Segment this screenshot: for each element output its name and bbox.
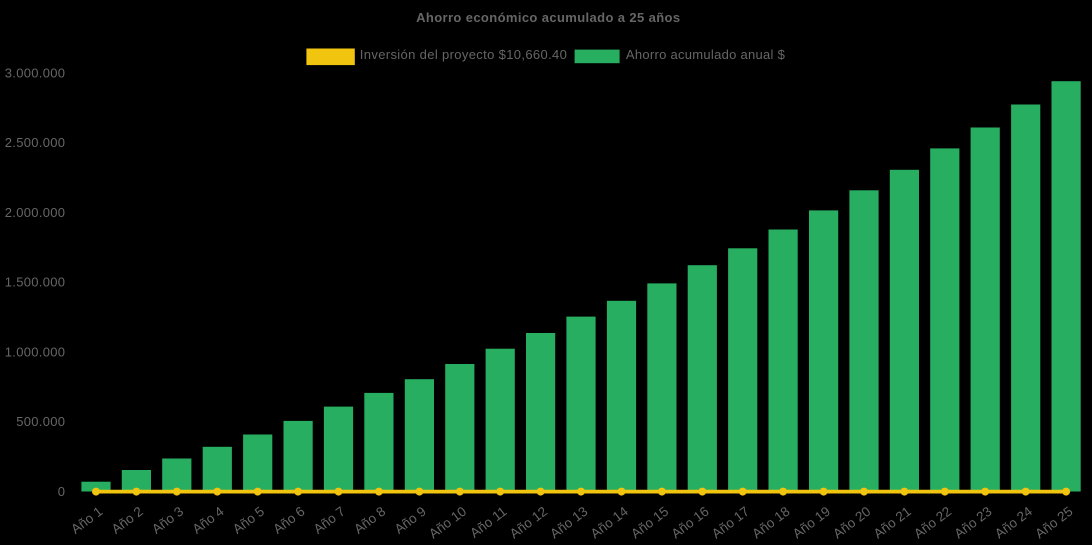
svg-text:Año 19: Año 19 (790, 504, 833, 542)
svg-text:Año 24: Año 24 (992, 503, 1036, 541)
svg-text:Año 25: Año 25 (1032, 504, 1075, 542)
svg-text:Año 16: Año 16 (669, 504, 712, 542)
svg-text:Año 23: Año 23 (951, 504, 994, 542)
svg-text:Año 12: Año 12 (507, 504, 550, 542)
svg-text:Año 5: Año 5 (230, 504, 267, 537)
svg-text:Año 13: Año 13 (547, 504, 590, 542)
svg-text:2.000.000: 2.000.000 (5, 205, 66, 220)
svg-text:1.500.000: 1.500.000 (5, 275, 66, 290)
svg-text:Año 20: Año 20 (830, 504, 873, 542)
svg-text:Año 4: Año 4 (190, 503, 228, 537)
svg-text:2.500.000: 2.500.000 (5, 135, 66, 150)
svg-text:Año 10: Año 10 (426, 504, 469, 542)
svg-text:Año 22: Año 22 (911, 504, 954, 542)
svg-text:Año 17: Año 17 (709, 504, 752, 542)
svg-text:Año 9: Año 9 (392, 504, 429, 537)
svg-text:Año 3: Año 3 (149, 504, 186, 537)
svg-text:Inversión del proyecto $10,660: Inversión del proyecto $10,660.40 (360, 47, 567, 62)
svg-text:Año 15: Año 15 (628, 504, 671, 542)
svg-text:Año 14: Año 14 (588, 503, 632, 541)
svg-text:0: 0 (58, 484, 66, 499)
svg-text:Año 11: Año 11 (467, 504, 509, 541)
svg-text:Ahorro acumulado anual $: Ahorro acumulado anual $ (626, 47, 786, 62)
svg-text:500.000: 500.000 (16, 414, 65, 429)
svg-text:Año 8: Año 8 (351, 504, 388, 537)
svg-text:Año 1: Año 1 (68, 504, 105, 537)
svg-text:3.000.000: 3.000.000 (5, 65, 66, 80)
svg-text:Año 6: Año 6 (270, 504, 307, 537)
svg-text:1.000.000: 1.000.000 (5, 344, 66, 359)
svg-text:Ahorro económico acumulado a 2: Ahorro económico acumulado a 25 años (416, 10, 680, 25)
svg-text:Año 2: Año 2 (109, 504, 146, 537)
svg-text:Año 7: Año 7 (311, 504, 348, 537)
svg-text:Año 18: Año 18 (749, 504, 792, 542)
svg-text:Año 21: Año 21 (871, 504, 914, 542)
